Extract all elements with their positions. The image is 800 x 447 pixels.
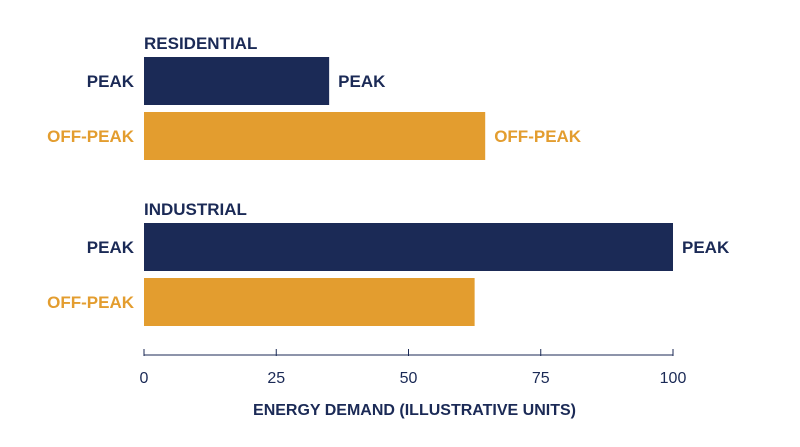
- bar-group-residential: RESIDENTIAL PEAK PEAK OFF-PEAK OFF-PEAK: [47, 34, 582, 160]
- group-title-industrial: INDUSTRIAL: [144, 200, 247, 219]
- bar-label-industrial-peak: PEAK: [87, 238, 135, 257]
- bar-end-label-residential-off-peak: OFF-PEAK: [494, 127, 582, 146]
- x-tick-label-100: 100: [660, 370, 687, 387]
- x-tick-label-50: 50: [400, 370, 418, 387]
- x-tick-label-25: 25: [267, 370, 285, 387]
- x-axis: 0 25 50 75 100: [140, 349, 687, 387]
- bar-industrial-off-peak: [144, 278, 475, 326]
- bar-residential-off-peak: [144, 112, 486, 160]
- bar-label-residential-off-peak: OFF-PEAK: [47, 127, 135, 146]
- x-tick-label-0: 0: [140, 370, 149, 387]
- bar-end-label-residential-peak: PEAK: [338, 72, 386, 91]
- group-title-residential: RESIDENTIAL: [144, 34, 257, 53]
- x-tick-label-75: 75: [532, 370, 550, 387]
- bar-industrial-peak: [144, 223, 673, 271]
- bar-label-industrial-off-peak: OFF-PEAK: [47, 293, 135, 312]
- bar-residential-peak: [144, 57, 330, 105]
- bar-label-residential-peak: PEAK: [87, 72, 135, 91]
- bar-group-industrial: INDUSTRIAL PEAK PEAK OFF-PEAK: [47, 200, 730, 326]
- x-axis-title: ENERGY DEMAND (ILLUSTRATIVE UNITS): [253, 402, 576, 419]
- bar-end-label-industrial-peak: PEAK: [682, 238, 730, 257]
